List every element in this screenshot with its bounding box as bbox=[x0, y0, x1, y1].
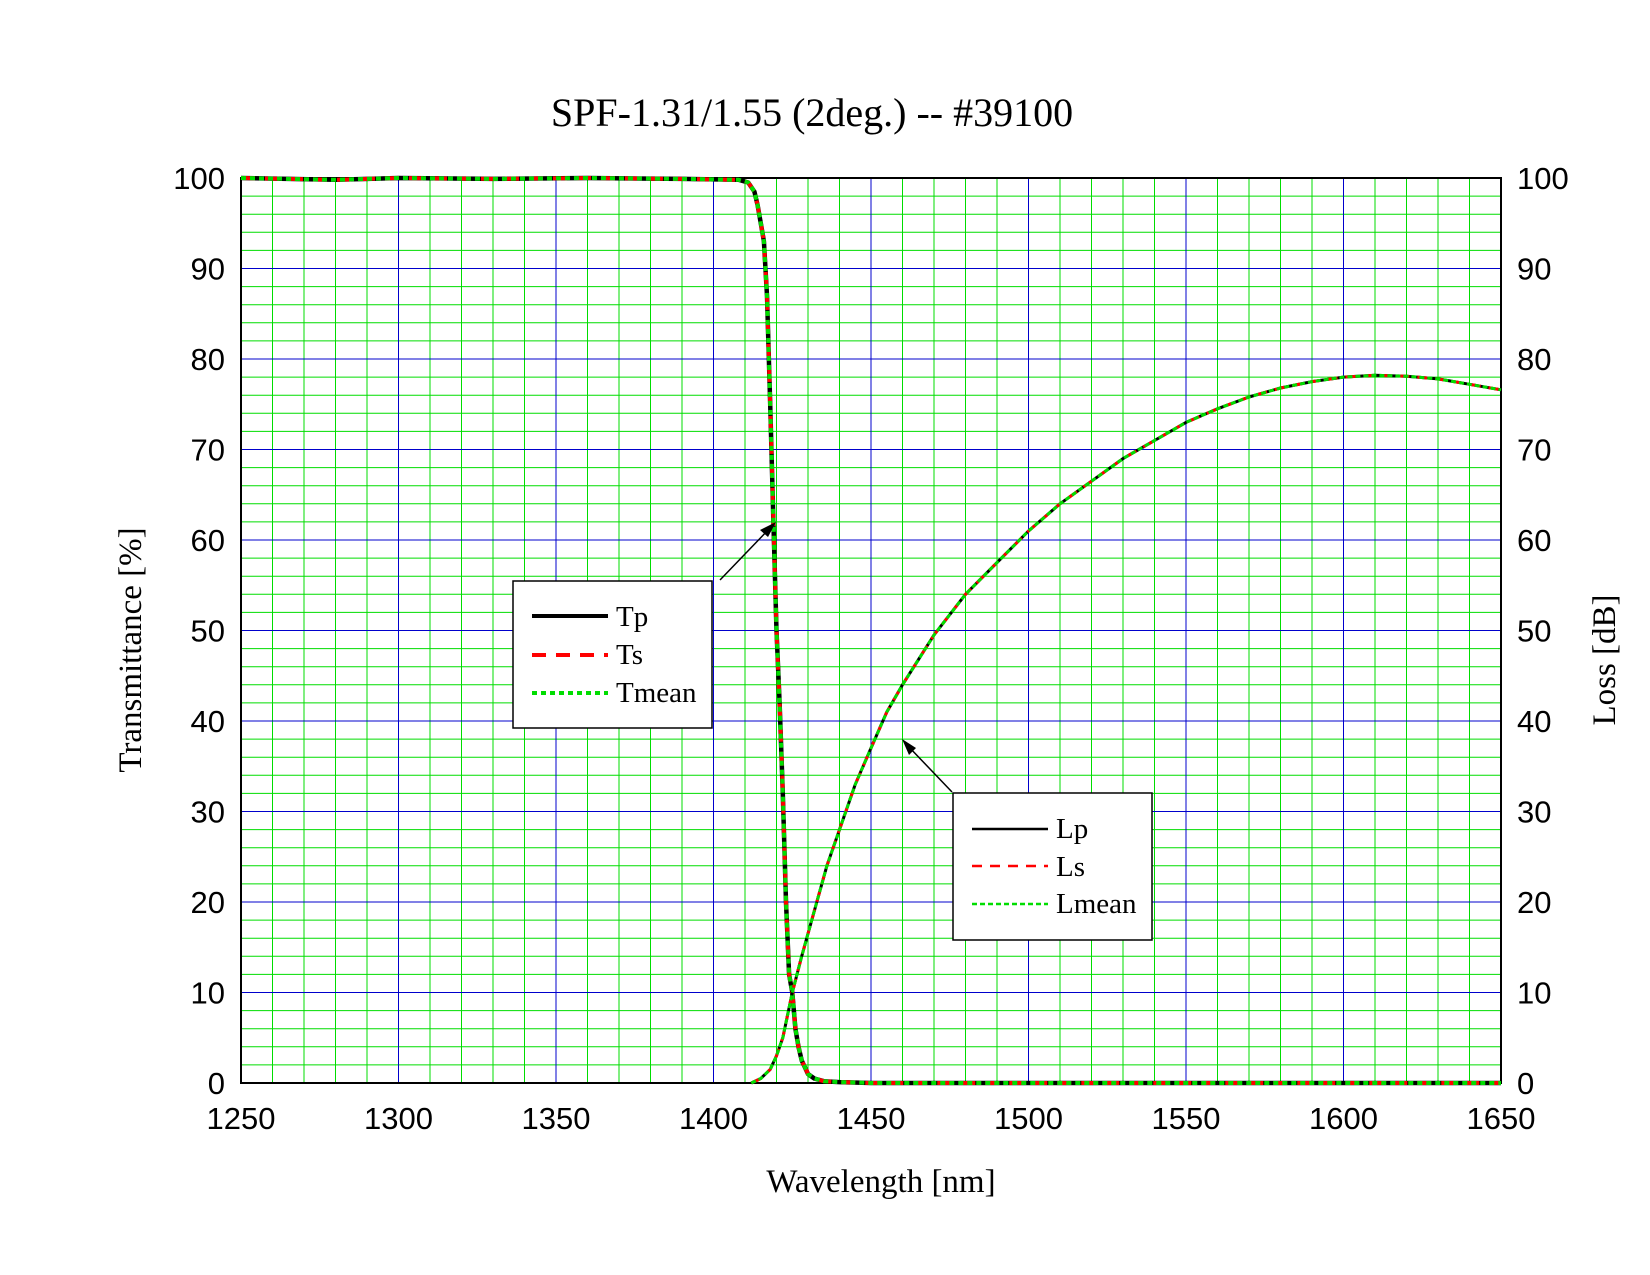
y-right-tick-label: 50 bbox=[1517, 614, 1551, 649]
y-left-tick-label: 30 bbox=[191, 795, 225, 830]
y-left-tick-label: 20 bbox=[191, 885, 225, 920]
chart-title: SPF-1.31/1.55 (2deg.) -- #39100 bbox=[551, 90, 1073, 135]
y-left-tick-label: 80 bbox=[191, 342, 225, 377]
x-axis-ticks: 1250 1300 1350 1400 1450 1500 1550 1600 1650 bbox=[207, 1101, 1536, 1136]
y-left-tick-label: 40 bbox=[191, 704, 225, 739]
legend-loss-box bbox=[952, 792, 1153, 941]
x-axis-title: Wavelength [nm] bbox=[766, 1164, 995, 1200]
legend-label-lp: Lp bbox=[1056, 813, 1088, 845]
y-right-tick-label: 0 bbox=[1517, 1066, 1534, 1101]
y-axis-left-ticks: 0 10 20 30 40 50 60 70 80 90 100 bbox=[173, 161, 225, 1101]
legend-transmittance: Tp Ts Tmean bbox=[512, 580, 713, 729]
legend-label-ts: Ts bbox=[616, 639, 643, 671]
legend-transmittance-box bbox=[512, 580, 713, 729]
y-left-tick-label: 0 bbox=[208, 1066, 225, 1101]
x-tick-label: 1450 bbox=[837, 1101, 906, 1136]
y-left-tick-label: 100 bbox=[173, 161, 225, 196]
series-line-lmean bbox=[750, 373, 1502, 1085]
x-tick-label: 1550 bbox=[1152, 1101, 1221, 1136]
y-axis-right-title: Loss [dB] bbox=[1587, 594, 1623, 725]
grid bbox=[240, 177, 1502, 1084]
x-tick-label: 1400 bbox=[679, 1101, 748, 1136]
legend-label-ls: Ls bbox=[1056, 851, 1085, 883]
y-axis-right-ticks: 0 10 20 30 40 50 60 70 80 90 100 bbox=[1517, 161, 1569, 1101]
legend-label-lmean: Lmean bbox=[1056, 888, 1137, 920]
y-right-tick-label: 60 bbox=[1517, 523, 1551, 558]
y-right-tick-label: 40 bbox=[1517, 704, 1551, 739]
legend-pointer-arrow-transmittance bbox=[719, 522, 776, 581]
y-left-tick-label: 10 bbox=[191, 976, 225, 1011]
y-right-tick-label: 30 bbox=[1517, 795, 1551, 830]
y-left-tick-label: 90 bbox=[191, 252, 225, 287]
y-right-tick-label: 100 bbox=[1517, 161, 1569, 196]
x-tick-label: 1500 bbox=[994, 1101, 1063, 1136]
legend-loss: Lp Ls Lmean bbox=[952, 792, 1153, 941]
y-left-tick-label: 60 bbox=[191, 523, 225, 558]
legend-label-tp: Tp bbox=[616, 601, 648, 633]
x-tick-label: 1650 bbox=[1467, 1101, 1536, 1136]
legend-label-tmean: Tmean bbox=[616, 677, 697, 709]
y-axis-left-title: Transmittance [%] bbox=[113, 527, 149, 772]
series-layer bbox=[240, 175, 1502, 1086]
x-tick-label: 1250 bbox=[207, 1101, 276, 1136]
y-right-tick-label: 20 bbox=[1517, 885, 1551, 920]
x-tick-label: 1300 bbox=[364, 1101, 433, 1136]
y-right-tick-label: 70 bbox=[1517, 433, 1551, 468]
y-right-tick-label: 80 bbox=[1517, 342, 1551, 377]
y-right-tick-label: 90 bbox=[1517, 252, 1551, 287]
y-right-tick-label: 10 bbox=[1517, 976, 1551, 1011]
legend-pointer-arrow-loss bbox=[902, 739, 953, 793]
x-tick-label: 1350 bbox=[522, 1101, 591, 1136]
y-left-tick-label: 50 bbox=[191, 614, 225, 649]
series-line-tmean bbox=[240, 176, 1501, 1085]
x-tick-label: 1600 bbox=[1309, 1101, 1378, 1136]
y-left-tick-label: 70 bbox=[191, 433, 225, 468]
